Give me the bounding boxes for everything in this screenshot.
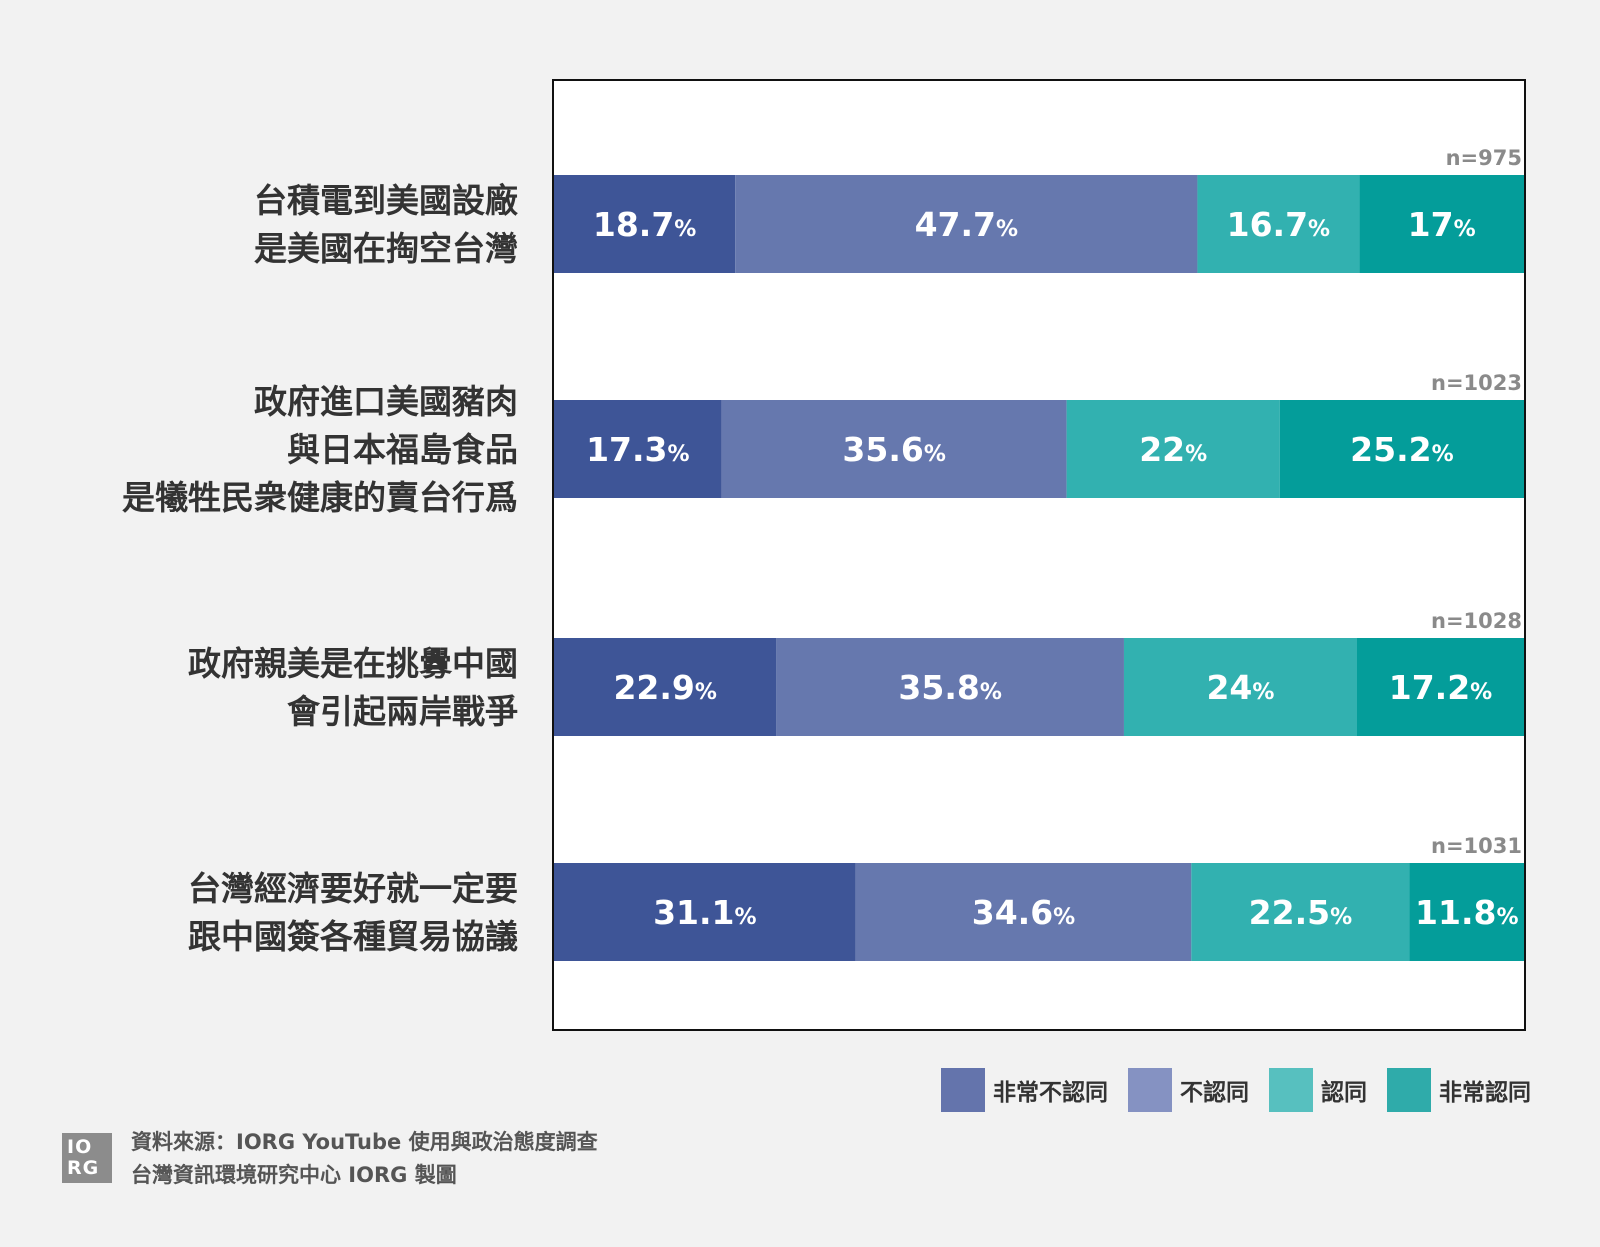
legend-swatch bbox=[941, 1068, 985, 1112]
legend-label: 認同 bbox=[1321, 1080, 1367, 1106]
legend-item-agree: 認同 bbox=[1269, 1068, 1367, 1112]
iorg-logo: IO RG bbox=[62, 1133, 112, 1183]
legend-label: 非常不認同 bbox=[993, 1080, 1108, 1106]
sample-size-label: n=1031 bbox=[1431, 834, 1522, 858]
legend-swatch bbox=[1128, 1068, 1172, 1112]
legend-label: 非常認同 bbox=[1439, 1080, 1531, 1106]
legend: 非常不認同 不認同 認同 非常認同 bbox=[941, 1068, 1531, 1112]
legend-item-strongly-agree: 非常認同 bbox=[1387, 1068, 1531, 1112]
bar-segment bbox=[1279, 400, 1524, 498]
data-label: 47.7% bbox=[915, 205, 1018, 244]
bar-segment bbox=[554, 863, 856, 961]
sample-size-label: n=975 bbox=[1446, 146, 1522, 170]
legend-item-strongly-disagree: 非常不認同 bbox=[941, 1068, 1108, 1112]
bar-segment bbox=[1356, 638, 1524, 736]
category-label: 跟中國簽各種貿易協議 bbox=[188, 917, 518, 956]
legend-swatch bbox=[1387, 1068, 1431, 1112]
bar-segment bbox=[1197, 175, 1360, 273]
category-label: 與日本福島食品 bbox=[287, 430, 518, 469]
legend-item-disagree: 不認同 bbox=[1128, 1068, 1249, 1112]
bar-segment bbox=[1359, 175, 1524, 273]
data-label: 22.9% bbox=[613, 668, 716, 707]
bar-segment bbox=[776, 638, 1124, 736]
bar-segment bbox=[855, 863, 1192, 961]
source-line-1: 資料來源：IORG YouTube 使用與政治態度調查 bbox=[131, 1130, 598, 1154]
category-label: 是美國在掏空台灣 bbox=[254, 229, 518, 268]
sample-size-label: n=1023 bbox=[1431, 371, 1522, 395]
bar-segment bbox=[1409, 863, 1524, 961]
bar-segment bbox=[1123, 638, 1357, 736]
category-label: 是犧牲民衆健康的賣台行爲 bbox=[122, 478, 518, 517]
bar-segment bbox=[554, 400, 722, 498]
category-label: 政府進口美國豬肉 bbox=[254, 382, 518, 421]
source-note: 資料來源：IORG YouTube 使用與政治態度調查 台灣資訊環境研究中心 I… bbox=[131, 1126, 598, 1192]
data-label: 17.2% bbox=[1389, 668, 1492, 707]
bar-segment bbox=[554, 175, 736, 273]
legend-swatch bbox=[1269, 1068, 1313, 1112]
bar-segment bbox=[554, 638, 777, 736]
category-label: 台積電到美國設廠 bbox=[254, 181, 518, 220]
category-label: 會引起兩岸戰爭 bbox=[287, 692, 518, 731]
category-label: 政府親美是在挑釁中國 bbox=[188, 644, 518, 683]
sample-size-label: n=1028 bbox=[1431, 609, 1522, 633]
source-line-2: 台灣資訊環境研究中心 IORG 製圖 bbox=[131, 1163, 457, 1187]
bar-segment bbox=[721, 400, 1067, 498]
category-label: 台灣經濟要好就一定要 bbox=[188, 869, 518, 908]
legend-label: 不認同 bbox=[1180, 1080, 1249, 1106]
bar-segment bbox=[1066, 400, 1280, 498]
bar-segment bbox=[735, 175, 1198, 273]
bar-segment bbox=[1191, 863, 1410, 961]
